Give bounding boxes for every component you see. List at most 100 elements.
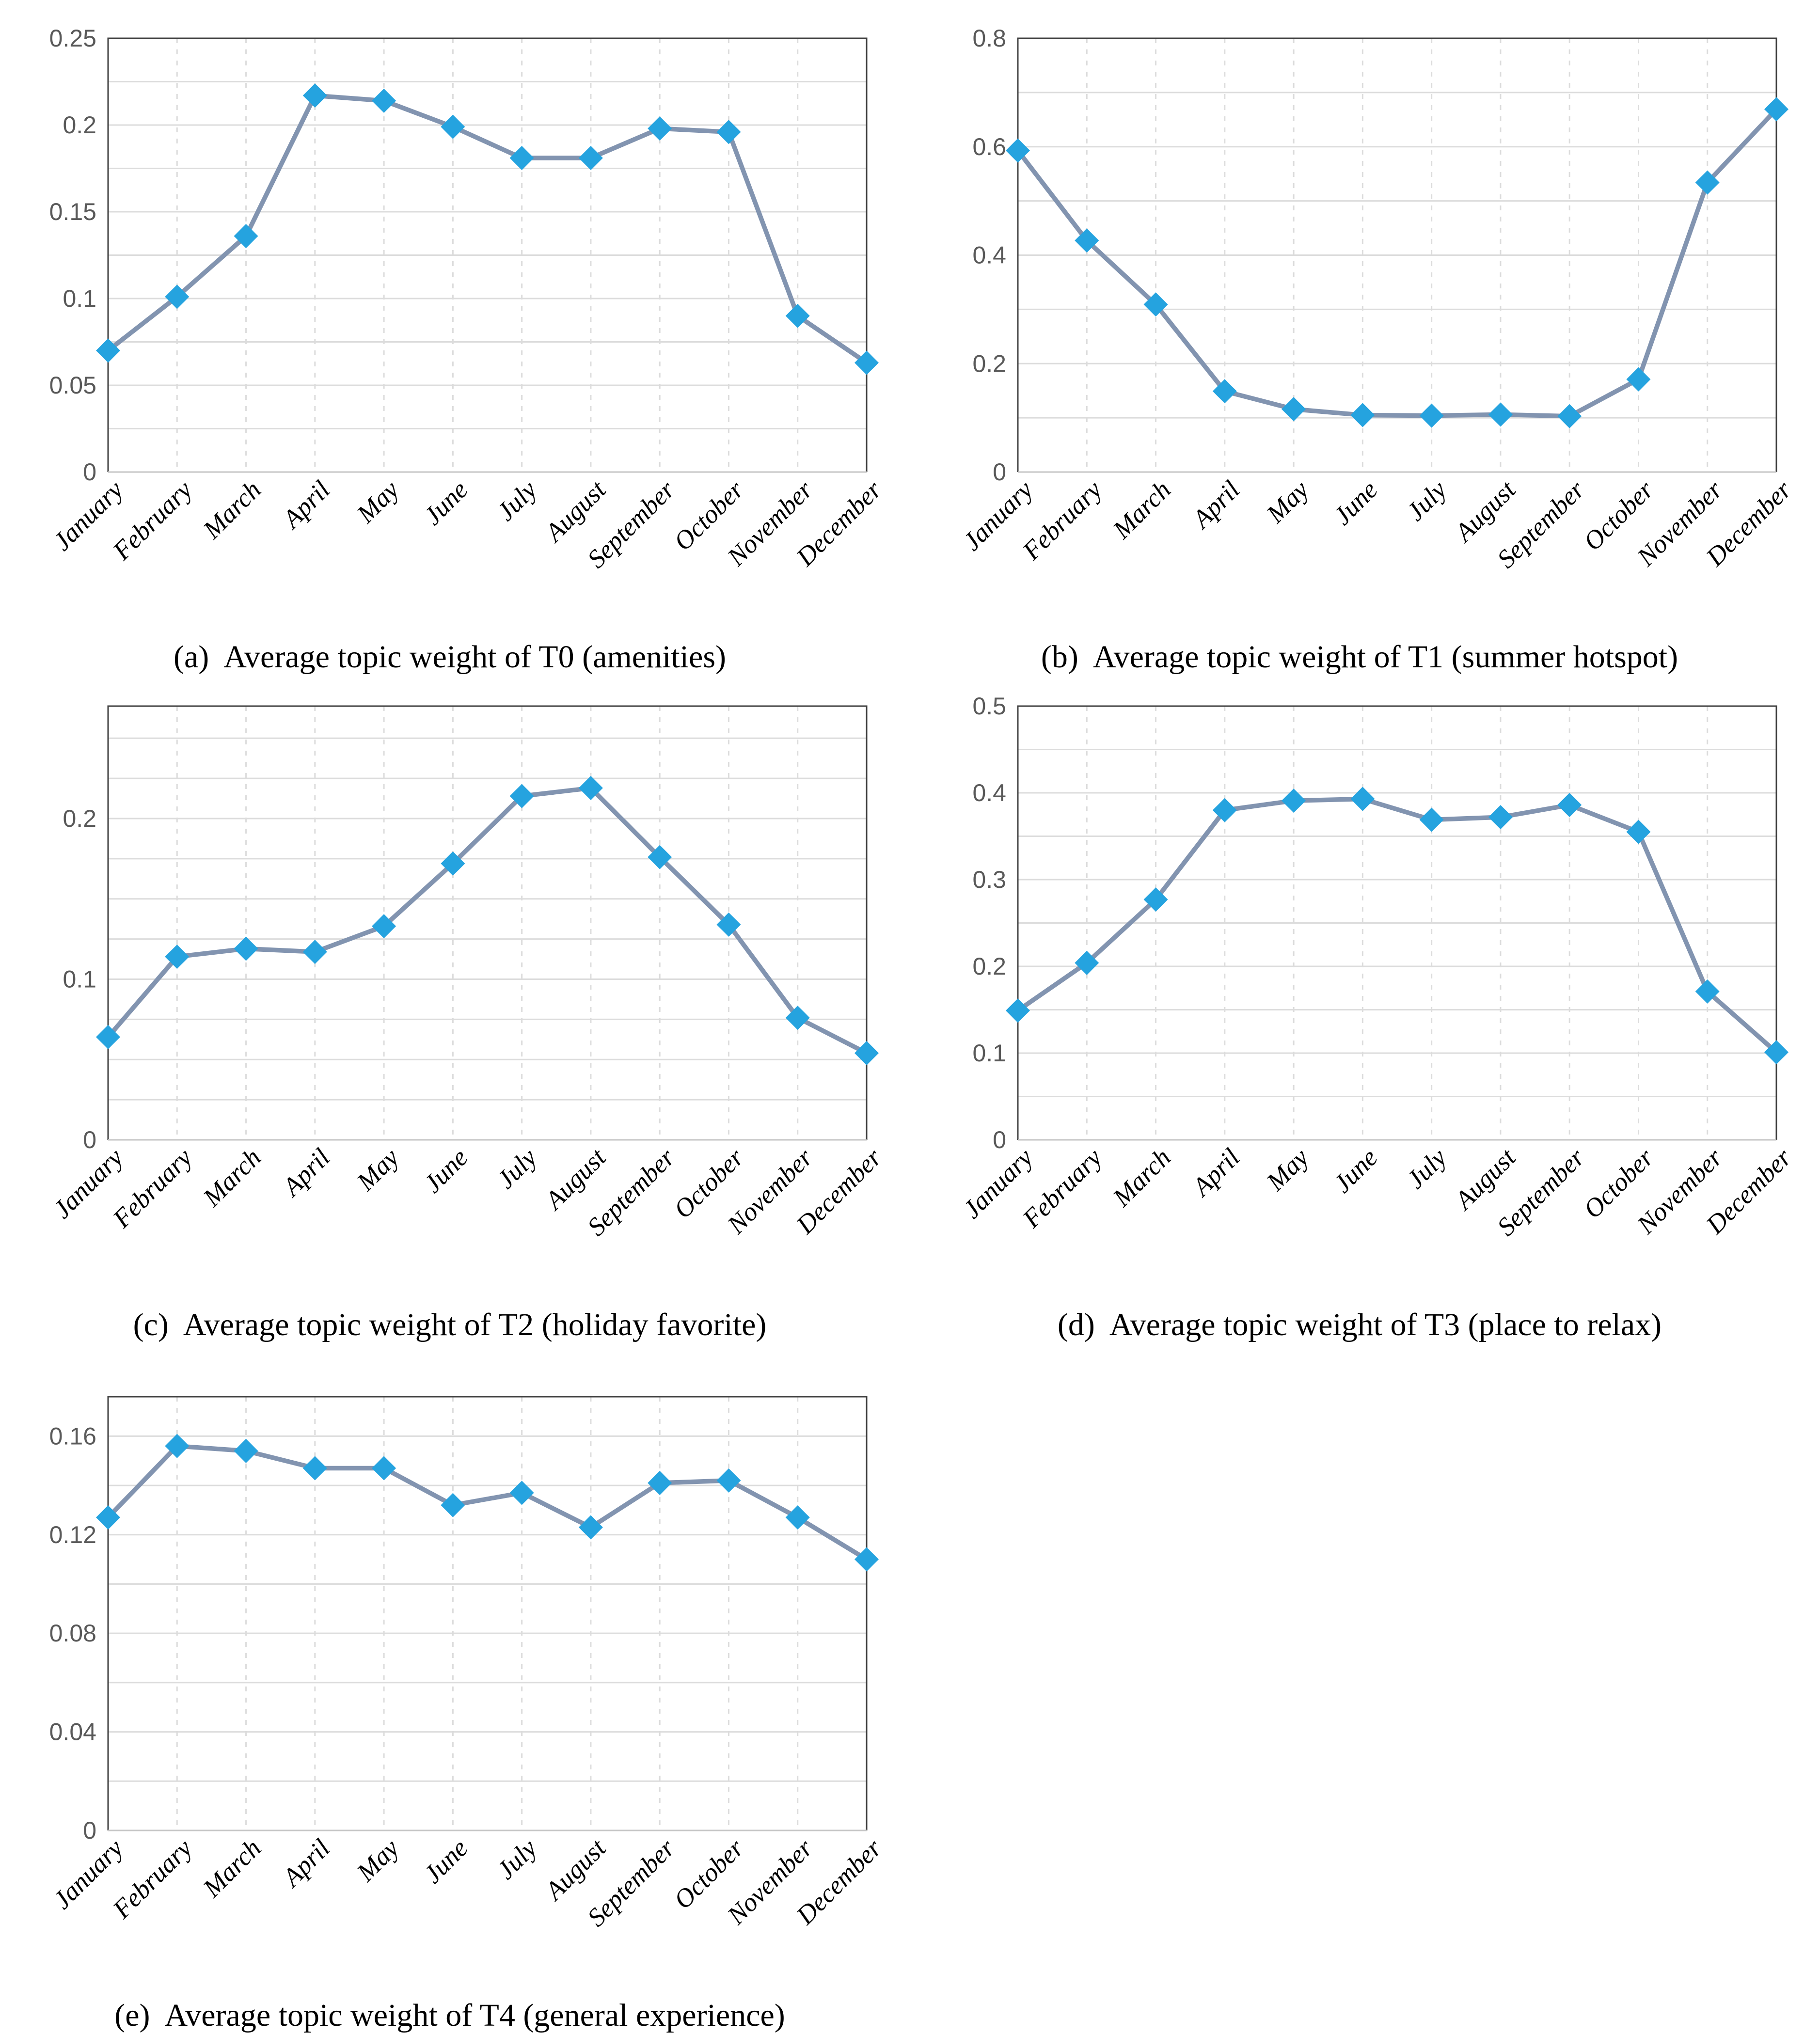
x-tick-label-july: July [1401,1143,1452,1194]
y-tick-label: 0.2 [972,350,1006,377]
data-point-october [716,120,741,144]
series-line [106,786,869,1056]
data-point-june [1350,787,1375,811]
y-tick-label: 0 [83,1126,96,1153]
data-point-november [1695,979,1720,1004]
data-point-august [1488,805,1513,830]
data-point-may [1282,788,1306,813]
y-gridlines [1018,37,1776,419]
caption-index-c: (c) [133,1307,169,1342]
y-gridlines [108,37,867,429]
data-point-december [855,350,879,375]
x-tick-label-may: May [351,1833,405,1887]
data-point-december [855,1547,879,1572]
y-axis-labels: 0 0.1 0.2 0.3 0.4 0.5 [972,693,1006,1153]
data-point-june [441,851,465,876]
y-tick-label: 0.4 [972,779,1006,806]
data-point-september [648,116,672,141]
y-axis-labels: 0 0.05 0.1 0.15 0.2 0.25 [49,25,96,486]
x-tick-label-june: June [1328,475,1383,531]
data-point-march [234,224,258,249]
data-point-october [1626,820,1651,844]
y-axis-labels: 0 0.04 0.08 0.12 0.16 [49,1422,96,1844]
y-tick-label: 0 [83,1817,96,1844]
data-point-june [441,114,465,139]
x-gridlines [176,706,799,1140]
series-line [1015,796,1779,1055]
chart-caption-e: (e) Average topic weight of T4 (general e… [9,1997,891,2034]
data-point-february [1075,950,1099,975]
chart-figure-d: 0 0.1 0.2 0.3 0.4 0.5 January February March Apri… [910,675,1820,1365]
y-tick-label: 0.8 [972,25,1006,52]
x-tick-label-march: March [197,1833,267,1903]
data-point-november [785,303,810,328]
caption-text-b: Average topic weight of T1 (summer hotsp… [1092,639,1678,675]
chart-caption-d: (d) Average topic weight of T3 (place to … [918,1307,1801,1343]
data-point-february [165,284,190,309]
data-point-march [1143,292,1168,317]
data-point-august [578,776,603,801]
y-tick-label: 0.4 [972,242,1006,269]
x-tick-label-may: May [1261,1143,1314,1197]
x-tick-label-june: June [1328,1143,1383,1198]
series-line [106,93,869,365]
y-axis-labels: 0 0.1 0.2 [63,805,96,1153]
x-tick-label-march: March [197,1143,267,1213]
data-point-february [1075,228,1099,253]
data-point-february [165,945,190,969]
caption-index-a: (a) [174,639,209,675]
data-point-october [1626,367,1651,392]
x-tick-label-july: July [491,475,542,526]
data-point-august [1488,402,1513,427]
y-tick-label: 0.15 [49,198,96,225]
series-line [106,1443,869,1562]
y-tick-label: 0.08 [49,1620,96,1647]
data-point-march [234,936,258,961]
x-tick-label-april: April [276,475,335,535]
x-tick-label-june: June [418,1833,474,1889]
plot-border [107,1396,868,1831]
x-tick-label-april: April [1186,1143,1245,1202]
y-gridlines [1018,705,1776,1097]
data-point-may [372,88,396,113]
x-tick-label-april: April [276,1143,335,1202]
x-tick-label-may: May [351,1143,405,1197]
data-point-january [96,1025,120,1049]
y-tick-label: 0.16 [49,1422,96,1450]
chart-figure-c: 0 0.1 0.2 January February March April May June J… [0,675,910,1365]
data-point-may [372,1456,396,1481]
y-tick-label: 0.5 [972,693,1006,720]
data-point-february [165,1434,190,1458]
y-tick-label: 0.25 [49,25,96,52]
data-point-may [1282,397,1306,422]
caption-index-b: (b) [1041,639,1078,675]
chart-caption-c: (c) Average topic weight of T2 (holiday f… [9,1307,891,1343]
x-tick-label-june: June [418,1143,474,1198]
x-tick-label-march: March [1107,1143,1177,1213]
chart-caption-a: (a) Average topic weight of T0 (amenities… [9,639,891,676]
y-tick-label: 0.12 [49,1521,96,1548]
data-point-april [1212,379,1237,404]
data-point-october [716,1468,741,1493]
y-tick-label: 0.6 [972,133,1006,160]
data-points [1006,787,1788,1065]
caption-text-d: Average topic weight of T3 (place to rel… [1109,1307,1662,1342]
y-tick-label: 0.2 [63,805,96,832]
caption-index-d: (d) [1057,1307,1095,1342]
plot-border [1017,705,1777,1141]
plot-border [107,37,868,473]
data-point-june [441,1493,465,1517]
y-tick-label: 0.2 [63,111,96,139]
data-point-april [1212,798,1237,822]
x-gridlines [1086,706,1709,1140]
data-points [96,83,879,375]
data-point-october [716,912,741,937]
